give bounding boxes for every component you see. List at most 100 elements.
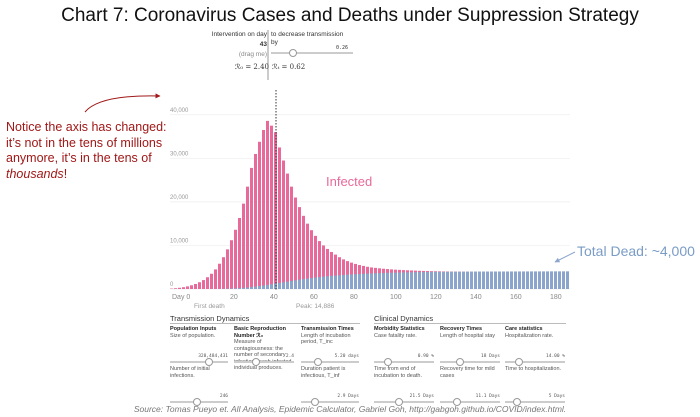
infected-bar	[450, 271, 453, 289]
mild-value: 11.1 Days	[475, 394, 500, 399]
dead-bar	[366, 273, 369, 289]
dead-bar	[474, 271, 477, 289]
dead-bar	[438, 271, 441, 289]
r0-slider[interactable]	[234, 358, 294, 366]
morbidity-title: Morbidity Statistics	[374, 326, 425, 332]
recovery-slider[interactable]	[440, 358, 500, 366]
infectious-knob[interactable]	[311, 398, 319, 406]
dead-bar	[498, 271, 501, 289]
r0-control: Basic Reproduction Number ℛ₀ Measure of c…	[234, 326, 294, 372]
y-tick-label: 10,000	[170, 238, 189, 244]
dead-bar	[358, 273, 361, 289]
morbidity-knob[interactable]	[384, 358, 393, 366]
dead-bar	[450, 271, 453, 289]
dead-bar	[382, 272, 385, 289]
dead-bar	[362, 273, 365, 289]
r0-value: 2.4	[285, 354, 294, 359]
dead-bar	[430, 271, 433, 289]
mild-desc: Recovery time for mild cases	[440, 366, 495, 379]
dead-bar	[550, 271, 553, 289]
incubation-knob[interactable]	[313, 358, 322, 366]
dead-bar	[554, 271, 557, 289]
infected-bar	[298, 207, 301, 289]
dead-bar	[522, 271, 525, 289]
infected-bar	[258, 141, 261, 289]
infected-bar	[198, 282, 201, 289]
dead-bar	[466, 271, 469, 289]
mild-knob[interactable]	[453, 398, 461, 406]
care-knob[interactable]	[515, 358, 524, 366]
recovery-value: 18 Days	[481, 354, 500, 359]
infected-bar	[386, 269, 389, 289]
page-title: Chart 7: Coronavirus Cases and Deaths un…	[61, 5, 639, 26]
infected-bar	[354, 263, 357, 289]
infected-bar	[490, 271, 493, 289]
r0-label: ℛ₀ = 2.40	[234, 63, 269, 71]
infected-bar	[446, 271, 449, 289]
incubation-slider[interactable]	[301, 358, 359, 366]
morbidity-control: Morbidity Statistics Case fatality rate.	[374, 326, 434, 339]
transmission-slider[interactable]	[271, 49, 353, 57]
time-death-knob[interactable]	[394, 398, 403, 406]
dead-bar	[246, 287, 249, 289]
source-text: Source: Tomas Pueyo et. All Analysis, Ep…	[133, 404, 567, 414]
initial-knob[interactable]	[192, 398, 201, 406]
dead-bar	[398, 272, 401, 289]
dead-bar	[334, 275, 337, 289]
morbidity-desc: Case fatality rate.	[374, 332, 417, 339]
infected-bar	[474, 271, 477, 289]
infectious-slider[interactable]	[301, 398, 359, 406]
infected-bar	[562, 272, 565, 289]
time-death-slider[interactable]	[374, 398, 434, 406]
dead-bar	[370, 273, 373, 289]
initial-slider[interactable]	[170, 398, 228, 406]
annotation-text: Notice the axis has changed: it’s not in…	[6, 120, 167, 165]
dead-bar	[494, 271, 497, 289]
population-slider[interactable]	[170, 358, 228, 366]
morbidity-slider[interactable]	[374, 358, 434, 366]
infected-bar	[502, 271, 505, 289]
x-tick-label: 140	[470, 294, 482, 301]
clinical-divider	[374, 323, 566, 324]
infected-bar	[290, 186, 293, 289]
drag-hint[interactable]: (drag me)	[238, 51, 267, 58]
dead-arrow	[554, 251, 576, 263]
x-tick-label: 60	[310, 294, 318, 301]
infected-bar	[274, 132, 277, 289]
annotation-arrow	[84, 93, 161, 113]
population-knob[interactable]	[205, 358, 213, 366]
morbidity-value: 0.90 %	[417, 354, 434, 359]
dead-bar	[458, 271, 461, 289]
intervention-title: Intervention on day	[211, 31, 267, 38]
dead-bar	[306, 278, 309, 289]
dead-bar	[242, 287, 245, 289]
dead-bar	[530, 271, 533, 289]
infected-bar	[266, 120, 269, 290]
dead-bar	[354, 274, 357, 289]
infected-bar	[178, 287, 181, 289]
infected-bar	[310, 230, 313, 289]
dead-bar	[402, 272, 405, 289]
infected-bar	[214, 269, 217, 289]
transmission-divider	[170, 323, 360, 324]
mild-slider[interactable]	[440, 398, 500, 406]
infected-bar	[518, 272, 521, 289]
hosp-slider[interactable]	[505, 398, 565, 406]
hosp-knob[interactable]	[512, 398, 521, 406]
y-gridlines	[170, 114, 570, 290]
dead-bar	[302, 279, 305, 289]
infected-bar	[246, 186, 249, 289]
population-desc: Size of population.	[170, 332, 216, 339]
care-slider[interactable]	[505, 358, 565, 366]
recovery-knob[interactable]	[455, 358, 464, 366]
dead-bar	[486, 271, 489, 289]
transmission-knob[interactable]	[289, 49, 297, 57]
time-death-control: Time from end of incubation to death.	[374, 366, 434, 379]
time-death-value: 21.5 Days	[409, 394, 434, 399]
infected-bar	[182, 287, 185, 289]
dead-bar	[286, 281, 289, 289]
dead-bar	[298, 279, 301, 289]
dead-bar	[426, 272, 429, 289]
r0-knob[interactable]	[252, 358, 261, 366]
